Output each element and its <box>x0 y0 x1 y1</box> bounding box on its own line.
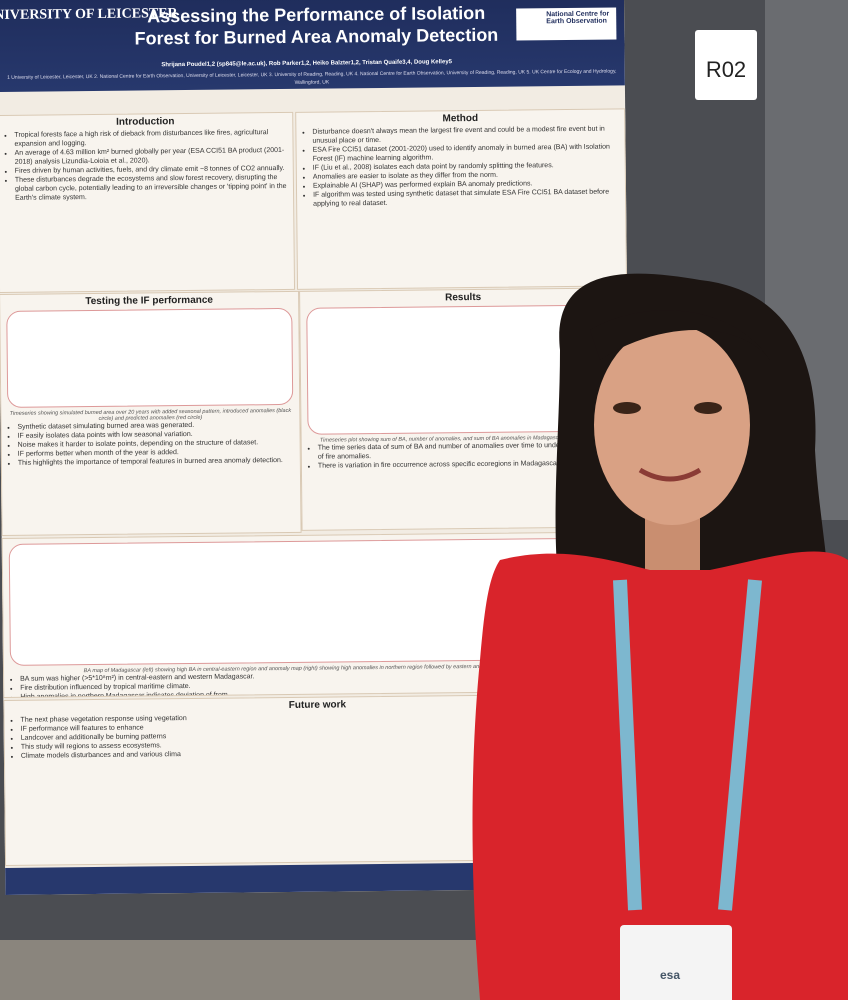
fringe <box>590 310 770 360</box>
face <box>594 325 750 525</box>
badge-logo: esa <box>660 968 681 982</box>
eye <box>613 402 641 414</box>
board-sign: R02 <box>695 30 757 100</box>
lanyard <box>613 579 762 911</box>
eye <box>694 402 722 414</box>
smile <box>638 467 702 482</box>
badge <box>620 925 732 1000</box>
